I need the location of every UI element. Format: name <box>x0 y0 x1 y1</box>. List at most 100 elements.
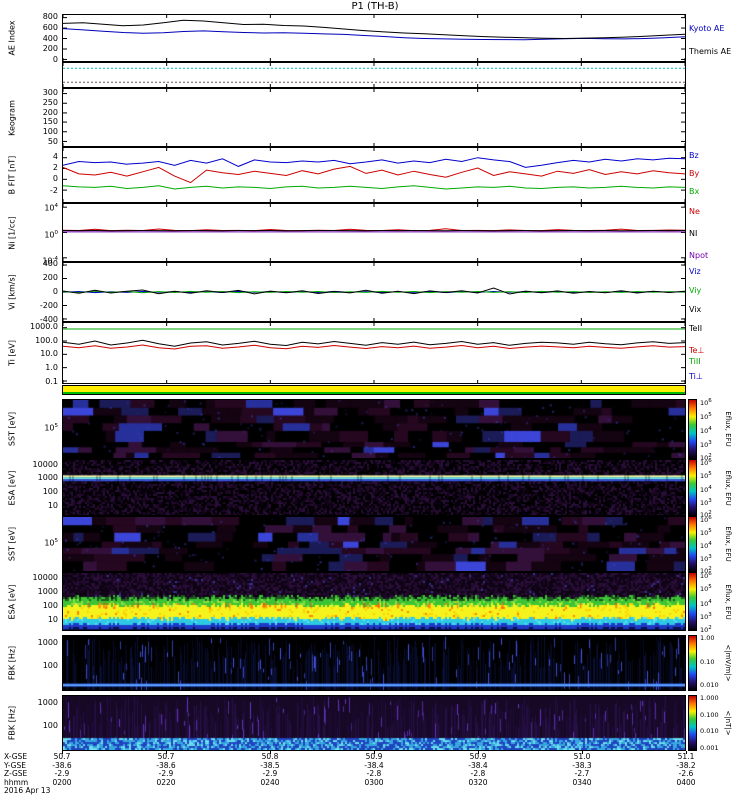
date-label: 2016 Apr 13 <box>4 786 51 795</box>
series-label: Ne <box>689 206 700 216</box>
y-tick-label: 2 <box>52 163 58 173</box>
colorbar <box>688 635 697 691</box>
colorbar-title: Eflux, EFU <box>724 583 732 620</box>
series-vix <box>63 287 685 295</box>
ephemeris-value: -2.8 <box>470 769 486 778</box>
series-label: Vix <box>689 305 702 315</box>
colorbar-tick-label: 0.010 <box>700 727 719 736</box>
panel-axis-label: Ti [eV] <box>7 339 17 367</box>
series-label: Kyoto AE <box>689 23 725 33</box>
time-tick-mark <box>686 751 687 754</box>
ephemeris-value: 51.0 <box>573 752 591 761</box>
axis-row-label: hhmm <box>4 777 29 787</box>
colorbar-tick-label: 104 <box>700 484 712 494</box>
y-tick-label: 100 <box>42 720 58 730</box>
time-tick-mark <box>374 751 375 754</box>
y-tick-label: 100.0 <box>35 335 58 345</box>
panel-ti <box>62 322 686 384</box>
series-themis-ae <box>63 19 685 40</box>
spectrogram-canvas-esa-ion <box>63 573 685 630</box>
series-bz <box>63 157 685 168</box>
ephemeris-value: -2.9 <box>262 769 278 778</box>
colorbar-title: Eflux, EFU <box>724 526 732 562</box>
y-tick-label: 100 <box>42 601 58 611</box>
series-label: TeII <box>689 323 703 333</box>
colorbar-tick-label: 106 <box>700 514 712 524</box>
y-tick-label: 105 <box>44 423 58 433</box>
panel-fbk-e <box>62 635 686 691</box>
series-label: Ti⊥ <box>689 371 703 381</box>
y-tick-label: 4 <box>52 152 58 162</box>
colorbar-title: <|nT|> <box>724 710 732 736</box>
panel-ae <box>62 14 686 62</box>
series-label: By <box>689 169 700 179</box>
page-title: P1 (TH-B) <box>351 1 399 12</box>
colorbar-tick-label: 103 <box>700 612 712 622</box>
time-tick-label: 0240 <box>260 777 280 787</box>
ephemeris-value: -2.8 <box>366 769 382 778</box>
colorbar <box>688 459 697 516</box>
panel-plot-svg <box>63 263 685 321</box>
time-tick-mark <box>166 751 167 754</box>
panel-axis-label: FBK [Hz] <box>7 645 17 681</box>
ephemeris-value: 51.1 <box>677 752 695 761</box>
ephemeris-value: -2.7 <box>574 769 590 778</box>
y-tick-label: 1000.0 <box>30 321 58 331</box>
series-label: Themis AE <box>689 46 732 56</box>
y-tick-label: 10 <box>47 500 58 510</box>
colorbar-tick-label: 102 <box>700 566 712 576</box>
flag-bar-edge <box>63 392 685 394</box>
colorbar-tick-label: 105 <box>700 411 712 421</box>
series-label: Bz <box>689 151 699 161</box>
panel-axis-label: FBK [Hz] <box>7 705 17 741</box>
series-label: Viz <box>689 266 701 276</box>
y-tick-label: 800 <box>42 11 58 21</box>
panel-axis-label: AE Index <box>7 20 17 56</box>
panel-ae-strip <box>62 62 686 88</box>
series-label: Viy <box>689 286 702 295</box>
y-tick-label: 10.0 <box>40 349 58 359</box>
time-tick-label: 0220 <box>156 777 176 787</box>
panel-axis-label: Ni [1/cc] <box>7 215 17 250</box>
time-tick-mark <box>478 751 479 754</box>
y-tick-label: 200 <box>42 44 58 54</box>
y-tick-label: -400 <box>39 314 58 324</box>
y-tick-label: 1000 <box>37 587 58 597</box>
spectrogram-canvas-esa-electron <box>63 460 685 515</box>
time-tick-mark <box>270 751 271 754</box>
y-tick-label: 250 <box>42 97 58 107</box>
colorbar-tick-label: 0.10 <box>700 657 715 666</box>
colorbar-tick-label: 0.001 <box>700 744 719 753</box>
series-te⊥ <box>63 344 685 350</box>
ephemeris-value: 50.7 <box>53 752 71 761</box>
panel-plot-svg <box>63 148 685 202</box>
colorbar-tick-label: 104 <box>700 598 712 608</box>
spectrogram-canvas-sst-ion <box>63 517 685 571</box>
panel-esa-ion <box>62 572 686 631</box>
colorbar-tick-label: 1.00 <box>700 634 715 643</box>
colorbar-tick-label: 106 <box>700 457 712 467</box>
time-tick-label: 0340 <box>572 777 592 787</box>
colorbar <box>688 399 697 459</box>
ephemeris-value: 50.9 <box>365 752 383 761</box>
panel-keogram <box>62 88 686 147</box>
y-tick-label: 10000 <box>32 572 58 582</box>
series-bx <box>63 185 685 190</box>
y-tick-label: 0 <box>52 174 58 184</box>
series-teii <box>63 339 685 347</box>
y-tick-label: -2 <box>50 185 58 195</box>
time-tick-label: 0400 <box>676 777 696 787</box>
panel-axis-label: Keogram <box>7 99 17 136</box>
ephemeris-value: -38.3 <box>572 760 592 770</box>
ephemeris-value: -2.6 <box>678 769 694 778</box>
y-tick-label: 100 <box>44 229 58 240</box>
ephemeris-value: -2.9 <box>54 769 70 778</box>
panel-axis-label: ESA [eV] <box>7 584 17 619</box>
panel-plot-svg <box>63 63 685 87</box>
colorbar-tick-label: 0.100 <box>700 710 719 719</box>
colorbar-tick-label: 106 <box>700 570 712 580</box>
colorbar-tick-label: 102 <box>700 510 712 520</box>
y-tick-label: 600 <box>42 22 58 32</box>
y-tick-label: 300 <box>42 87 58 97</box>
y-tick-label: 200 <box>42 107 58 117</box>
